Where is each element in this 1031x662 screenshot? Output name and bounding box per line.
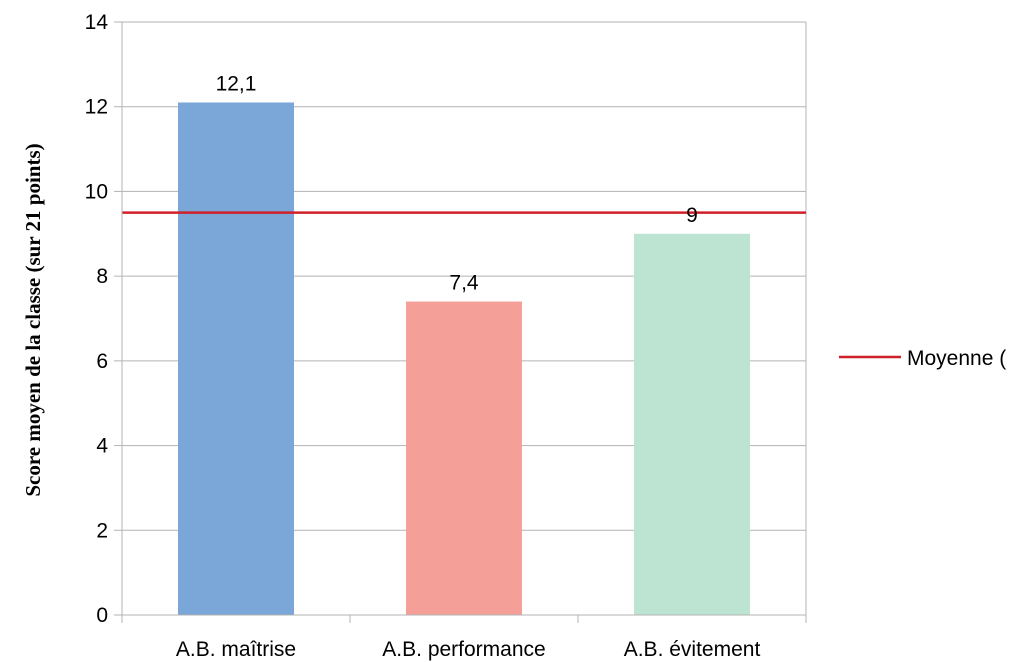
- x-tick-label: A.B. évitement: [624, 638, 761, 661]
- axes: [114, 21, 807, 623]
- x-tick-label: A.B. maîtrise: [176, 638, 296, 661]
- bar: [178, 102, 294, 615]
- x-tick-label: A.B. performance: [382, 638, 545, 661]
- legend: Moyenne (: [839, 347, 1006, 370]
- bar: [634, 233, 750, 616]
- data-label: 9: [686, 204, 698, 227]
- bars: [178, 102, 750, 616]
- y-tick-label: 6: [96, 350, 108, 373]
- y-tick-label: 0: [96, 604, 108, 627]
- legend-label: Moyenne (: [907, 347, 1006, 370]
- bar: [406, 301, 522, 615]
- data-label: 7,4: [449, 272, 479, 295]
- y-axis-label: Score moyen de la classe (sur 21 points): [21, 143, 45, 496]
- y-tick-label: 2: [96, 519, 108, 542]
- y-tick-label: 14: [85, 11, 109, 34]
- y-tick-label: 10: [85, 180, 108, 203]
- y-tick-label: 8: [96, 265, 108, 288]
- y-tick-label: 4: [96, 435, 108, 458]
- data-label: 12,1: [216, 72, 257, 95]
- y-tick-label: 12: [85, 96, 108, 119]
- labels: 0 2 4 6 8 10 12 14 12,1 A.B. maîtrise 7,4 A.B. perf…: [85, 11, 761, 661]
